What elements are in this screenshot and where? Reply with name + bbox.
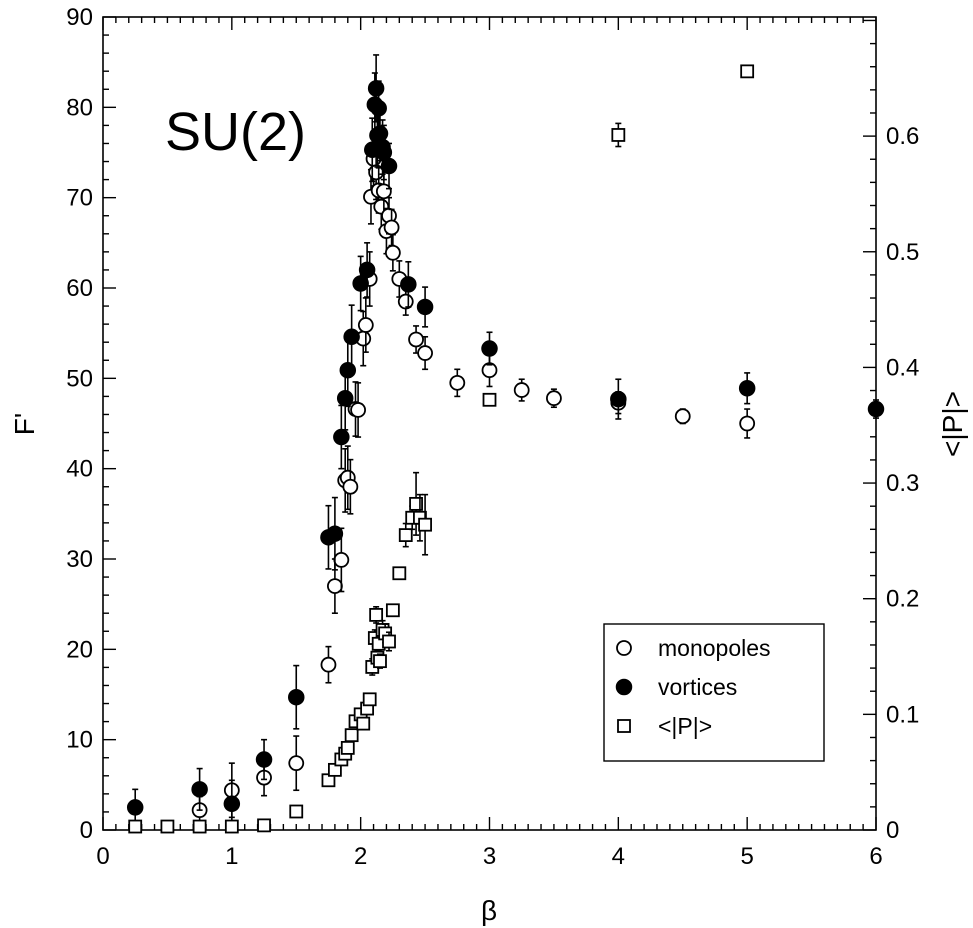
chart-title: SU(2)	[165, 102, 306, 162]
vortices-point	[481, 340, 498, 357]
monopoles-point	[513, 382, 530, 398]
legend-marker-polyakov	[617, 719, 631, 733]
y2-axis-title: <|P|>	[937, 391, 968, 457]
legend-marker-monopoles	[616, 640, 632, 656]
vortices-point	[339, 361, 357, 379]
monopoles-point	[674, 408, 691, 425]
polyakov-point	[128, 819, 143, 834]
x-tick-label: 5	[740, 843, 753, 870]
legend-label-polyakov: <|P|>	[658, 713, 712, 739]
y-tick-label: 70	[66, 185, 93, 212]
x-tick-label: 2	[354, 843, 367, 870]
axis-ticks	[102, 16, 877, 831]
monopoles-point	[408, 331, 424, 348]
vortices-point	[371, 125, 389, 142]
polyakov-point	[289, 804, 304, 819]
vortices-point	[367, 80, 385, 97]
vortices-point	[126, 799, 144, 816]
legend: monopoles vortices <|P|>	[603, 623, 825, 762]
x-axis-title: β	[481, 895, 497, 926]
vortices-point	[610, 390, 627, 408]
x-tick-label: 6	[869, 843, 882, 870]
y2-tick-label: 0.6	[886, 123, 919, 150]
y-tick-label: 40	[66, 456, 93, 483]
y2-tick-label: 0.5	[886, 239, 919, 266]
vortices-point	[288, 688, 305, 706]
legend-box	[603, 623, 825, 762]
legend-marker-vortices	[615, 678, 633, 696]
y2-tick-label: 0.4	[886, 354, 919, 381]
y-tick-label: 20	[66, 636, 93, 663]
polyakov-point	[740, 64, 755, 79]
y-tick-label: 60	[66, 275, 93, 302]
x-tick-label: 4	[612, 843, 625, 870]
monopoles-point	[384, 244, 401, 261]
data-marks	[126, 54, 885, 834]
vortices-point	[416, 298, 434, 316]
y-axis-title: F'	[9, 413, 40, 435]
monopoles-point	[357, 317, 374, 333]
vortices-point	[370, 99, 387, 117]
polyakov-point	[369, 607, 384, 622]
polyakov-point	[409, 496, 423, 511]
polyakov-point	[356, 716, 371, 731]
vortices-point	[336, 389, 354, 407]
vortices-point	[358, 261, 376, 279]
polyakov-point	[373, 654, 387, 669]
monopoles-point	[417, 345, 433, 361]
x-tick-label: 1	[225, 843, 238, 870]
vortices-point	[333, 428, 350, 446]
legend-label-monopoles: monopoles	[658, 635, 771, 661]
monopoles-point	[397, 293, 414, 310]
y2-tick-label: 0	[886, 817, 899, 844]
monopoles-point	[350, 402, 366, 418]
polyakov-point	[611, 128, 626, 142]
monopoles-point	[288, 755, 305, 772]
y2-tick-label: 0.3	[886, 470, 919, 497]
polyakov-point	[192, 819, 207, 834]
y-tick-label: 0	[80, 817, 93, 844]
legend-label-vortices: vortices	[658, 674, 737, 700]
vortices-point	[738, 380, 756, 397]
vortices-point	[191, 781, 208, 798]
monopoles-point	[320, 656, 337, 673]
tick-labels: 0 1 2 3 4 5 6010203040506070809000.10.20.30.40…	[66, 4, 919, 870]
monopoles-point	[383, 219, 400, 236]
vortices-point	[380, 157, 398, 175]
monopoles-point	[546, 390, 562, 407]
polyakov-point	[385, 603, 400, 618]
y-tick-label: 30	[66, 546, 93, 573]
monopoles-point	[342, 478, 359, 495]
polyakov-point	[224, 819, 239, 834]
polyakov-point	[392, 566, 407, 581]
monopoles-point	[739, 415, 756, 432]
y-tick-label: 50	[66, 365, 93, 392]
y-tick-label: 90	[66, 4, 93, 31]
polyakov-point	[340, 740, 355, 755]
polyakov-point	[344, 728, 359, 743]
vortices-point	[223, 795, 241, 813]
vortices-point	[255, 751, 273, 768]
vortices-point	[326, 525, 344, 542]
monopoles-point	[333, 552, 350, 568]
polyakov-point	[382, 634, 396, 649]
y-tick-label: 80	[66, 94, 93, 121]
polyakov-point	[160, 819, 175, 834]
y-tick-label: 10	[66, 727, 93, 754]
polyakov-point	[257, 818, 271, 833]
monopoles-point	[449, 374, 466, 391]
polyakov-point	[418, 517, 432, 532]
x-tick-label: 3	[483, 843, 496, 870]
y2-tick-label: 0.1	[886, 701, 919, 728]
polyakov-point	[362, 692, 377, 707]
y2-tick-label: 0.2	[886, 586, 919, 613]
vortices-point	[867, 400, 885, 418]
vortices-point	[400, 276, 417, 293]
x-tick-label: 0	[96, 843, 109, 870]
polyakov-point	[398, 528, 413, 542]
vortices-point	[352, 275, 369, 292]
polyakov-point	[482, 392, 497, 407]
vortices-point	[343, 328, 360, 346]
